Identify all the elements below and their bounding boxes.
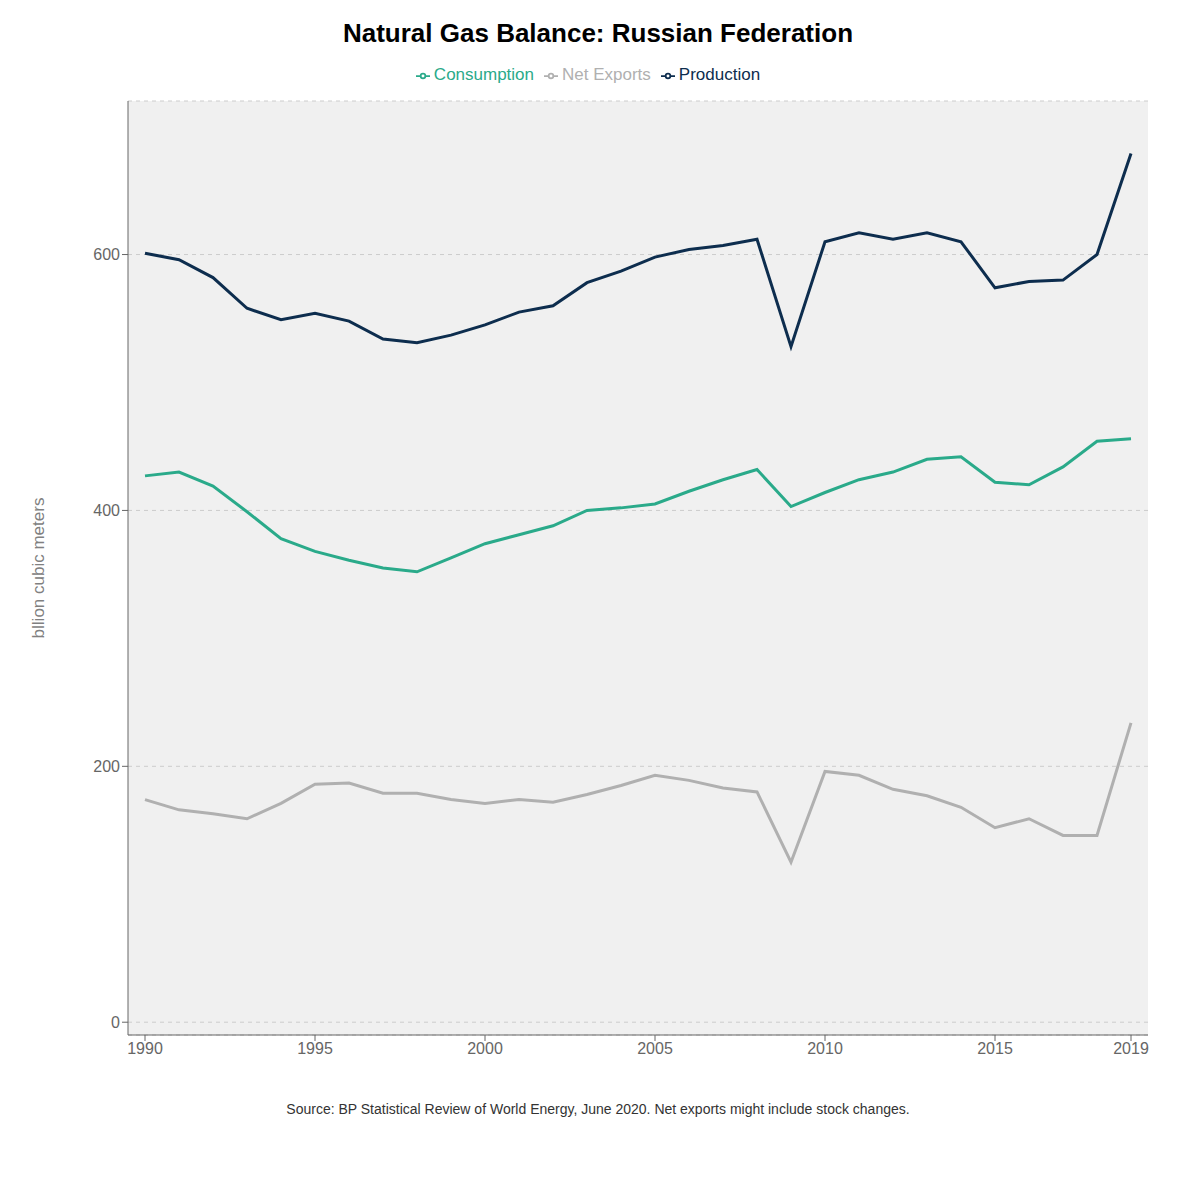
svg-text:1995: 1995 [297, 1040, 333, 1057]
svg-text:2019: 2019 [1113, 1040, 1149, 1057]
svg-text:200: 200 [93, 758, 120, 775]
html-text:Net Exports: Net Exports [562, 65, 651, 84]
html-text:Consumption: Consumption [433, 65, 534, 84]
svg-text:2015: 2015 [977, 1040, 1013, 1057]
svg-text:bllion cubic meters: bllion cubic meters [29, 498, 48, 639]
html-text:Production: Production [678, 65, 761, 84]
html-text:Natural Gas Balance: Russian F: Natural Gas Balance: Russian Federation [343, 18, 853, 48]
svg-text:2010: 2010 [807, 1040, 843, 1057]
svg-text:600: 600 [93, 246, 120, 263]
svg-text:2000: 2000 [467, 1040, 503, 1057]
svg-text:0: 0 [111, 1014, 120, 1031]
svg-text:1990: 1990 [127, 1040, 163, 1057]
html-text:Source: BP Statistical Review: Source: BP Statistical Review of World E… [286, 1101, 910, 1117]
svg-text:400: 400 [93, 502, 120, 519]
svg-text:2005: 2005 [637, 1040, 673, 1057]
